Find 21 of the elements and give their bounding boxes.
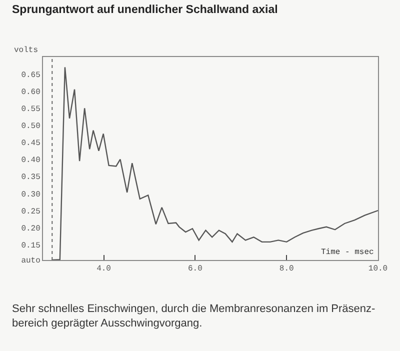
y-tick-label: 0.30: [21, 190, 41, 200]
y-tick-label: 0.40: [21, 156, 41, 166]
x-tick-label: 10.0: [368, 264, 388, 274]
x-tick-label: 6.0: [188, 264, 203, 274]
x-axis-title: Time - msec: [321, 248, 374, 257]
x-tick-label: 4.0: [96, 264, 112, 274]
y-tick-label: 0.60: [21, 88, 41, 97]
chart-title: Sprungantwort auf unendlicher Schallwand axial: [12, 4, 278, 16]
y-axis-title: volts: [14, 46, 38, 55]
y-tick-label: 0.50: [21, 122, 41, 132]
y-tick-label: 0.15: [21, 241, 41, 250]
y-tick-label: auto: [21, 256, 41, 266]
x-tick-label: 8.0: [279, 264, 294, 274]
y-tick-label: 0.35: [21, 173, 41, 182]
line-series: [51, 66, 378, 260]
text: Sehr schnelles Einschwingen, durch die Membranresonanzen im Präsenz- bereich geprägter Ausschwingvorgang.: [12, 303, 376, 330]
y-tick-label: 0.25: [21, 207, 41, 216]
y-tick-label: 0.20: [21, 224, 41, 234]
y-tick-label: 0.55: [21, 104, 41, 114]
y-tick-label: 0.65: [21, 70, 41, 80]
y-tick-label: 0.45: [21, 139, 41, 148]
